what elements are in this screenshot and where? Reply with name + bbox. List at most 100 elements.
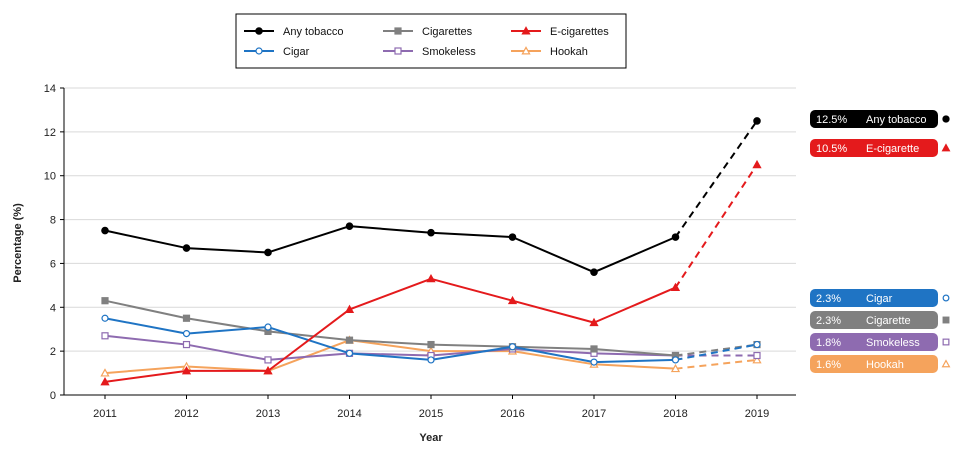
point-any-tobacco-2011 xyxy=(101,226,109,235)
point-cigar-2019 xyxy=(753,340,761,349)
point-cigar-2015 xyxy=(427,356,435,364)
series-any-tobacco xyxy=(101,117,761,277)
point-smokeless-2019 xyxy=(753,351,761,360)
point-cigarettes-2012 xyxy=(182,314,191,322)
end-label-name-any-tobacco: Any tobacco xyxy=(866,114,927,126)
point-e-cigarettes-2015 xyxy=(426,273,436,283)
series-projection-line-hookah xyxy=(675,358,758,370)
end-label-marker-any-tobacco xyxy=(942,115,950,123)
end-label-value-smokeless: 1.8% xyxy=(816,337,841,349)
point-hookah-2011 xyxy=(100,368,110,377)
end-label-marker-smokeless xyxy=(942,338,950,346)
point-e-cigarettes-2014 xyxy=(344,304,355,313)
point-cigarettes-2015 xyxy=(427,340,435,349)
point-any-tobacco-2019 xyxy=(753,117,761,125)
point-smokeless-2012 xyxy=(182,340,191,349)
legend-marker-cigar xyxy=(255,47,263,55)
end-label-value-hookah: 1.6% xyxy=(816,359,841,371)
series-cigar xyxy=(101,314,761,366)
series-projection-line-cigar xyxy=(675,343,758,361)
point-e-cigarettes-2018 xyxy=(670,282,681,292)
point-e-cigarettes-2019 xyxy=(752,159,762,169)
axes: 0 2 4 6 8 10 12 14 2011 2012 2013 2014 2015 2016 2017 2… xyxy=(44,83,796,420)
series-projection-line-e-cigarettes xyxy=(674,164,758,289)
x-tick-label-2015: 2015 xyxy=(419,408,443,420)
legend-marker-e-cigarettes xyxy=(521,26,531,35)
series-line-cigar xyxy=(104,317,676,364)
end-label-value-any-tobacco: 12.5% xyxy=(816,114,847,126)
point-cigarettes-2011 xyxy=(101,297,109,305)
point-e-cigarettes-2017 xyxy=(589,317,599,327)
end-label-marker-cigar xyxy=(942,294,950,302)
point-cigarettes-2014 xyxy=(345,336,354,344)
x-axis-title: Year xyxy=(419,432,443,444)
series-line-hookah xyxy=(104,339,676,375)
gridlines xyxy=(64,87,796,352)
legend-label-any-tobacco: Any tobacco xyxy=(283,26,344,38)
end-label-value-e-cigarettes: 10.5% xyxy=(816,143,847,155)
end-label-name-cigar: Cigar xyxy=(866,293,893,305)
point-any-tobacco-2017 xyxy=(590,268,598,277)
series-line-e-cigarettes xyxy=(104,277,676,383)
series-e-cigarettes xyxy=(100,159,762,386)
x-tick-label-2016: 2016 xyxy=(500,408,524,420)
series-projection-line-cigarettes xyxy=(675,343,758,357)
end-label-smokeless: 1.8% Smokeless xyxy=(810,333,950,351)
end-label-any-tobacco: 12.5% Any tobacco xyxy=(810,110,950,128)
x-tick-label-2012: 2012 xyxy=(174,408,198,420)
legend-box xyxy=(235,13,627,69)
end-label-pill-cigarettes xyxy=(810,311,938,329)
legend-marker-cigarettes xyxy=(394,27,402,35)
legend-label-smokeless: Smokeless xyxy=(422,46,476,58)
x-tick-label-2018: 2018 xyxy=(663,408,687,420)
legend-marker-smokeless xyxy=(394,47,402,55)
point-cigarettes-2017 xyxy=(590,345,598,353)
legend-label-cigarettes: Cigarettes xyxy=(422,26,473,38)
end-label-value-cigarettes: 2.3% xyxy=(816,315,841,327)
legend: Any tobacco Cigarettes E-cigarettes Cigar Sm… xyxy=(244,26,609,58)
x-tick-label-2014: 2014 xyxy=(337,408,361,420)
point-cigar-2013 xyxy=(264,323,272,331)
y-tick-label-10: 10 xyxy=(44,171,56,183)
point-cigar-2014 xyxy=(345,349,354,357)
end-label-name-smokeless: Smokeless xyxy=(866,337,920,349)
series-smokeless xyxy=(101,332,761,364)
end-label-pill-cigar xyxy=(810,289,938,307)
y-tick-label-6: 6 xyxy=(50,258,56,270)
end-label-e-cigarettes: 10.5% E-cigarette xyxy=(810,139,951,157)
y-tick-label-4: 4 xyxy=(50,302,56,314)
x-tick-label-2019: 2019 xyxy=(745,408,769,420)
point-hookah-2018 xyxy=(670,363,681,373)
point-smokeless-2013 xyxy=(264,356,272,364)
end-label-marker-hookah xyxy=(941,359,951,368)
point-cigar-2012 xyxy=(182,330,191,338)
y-tick-label-0: 0 xyxy=(50,390,56,402)
x-tick-label-2017: 2017 xyxy=(582,408,606,420)
point-any-tobacco-2018 xyxy=(671,233,680,241)
series-line-cigarettes xyxy=(104,299,676,357)
end-label-value-cigar: 2.3% xyxy=(816,293,841,305)
end-label-hookah: 1.6% Hookah xyxy=(810,355,951,373)
end-label-cigar: 2.3% Cigar xyxy=(810,289,950,307)
point-any-tobacco-2012 xyxy=(182,244,191,252)
end-label-pill-hookah xyxy=(810,355,938,373)
point-any-tobacco-2013 xyxy=(264,248,272,257)
end-label-marker-cigarettes xyxy=(942,316,950,324)
point-any-tobacco-2016 xyxy=(508,233,517,241)
x-tick-label-2013: 2013 xyxy=(256,408,280,420)
end-label-name-e-cigarettes: E-cigarette xyxy=(866,143,919,155)
y-tick-label-14: 14 xyxy=(44,83,56,95)
point-e-cigarettes-2016 xyxy=(507,295,518,305)
legend-marker-hookah xyxy=(521,46,531,55)
point-e-cigarettes-2012 xyxy=(181,366,192,375)
point-any-tobacco-2014 xyxy=(345,222,354,230)
point-any-tobacco-2015 xyxy=(427,228,435,237)
legend-label-hookah: Hookah xyxy=(550,46,588,58)
y-axis-title: Percentage (%) xyxy=(12,203,24,283)
series-line-smokeless xyxy=(104,334,676,361)
end-label-pill-any-tobacco xyxy=(810,110,938,128)
end-label-pill-e-cigarettes xyxy=(810,139,938,157)
y-tick-label-8: 8 xyxy=(50,215,56,227)
point-hookah-2019 xyxy=(752,355,762,364)
